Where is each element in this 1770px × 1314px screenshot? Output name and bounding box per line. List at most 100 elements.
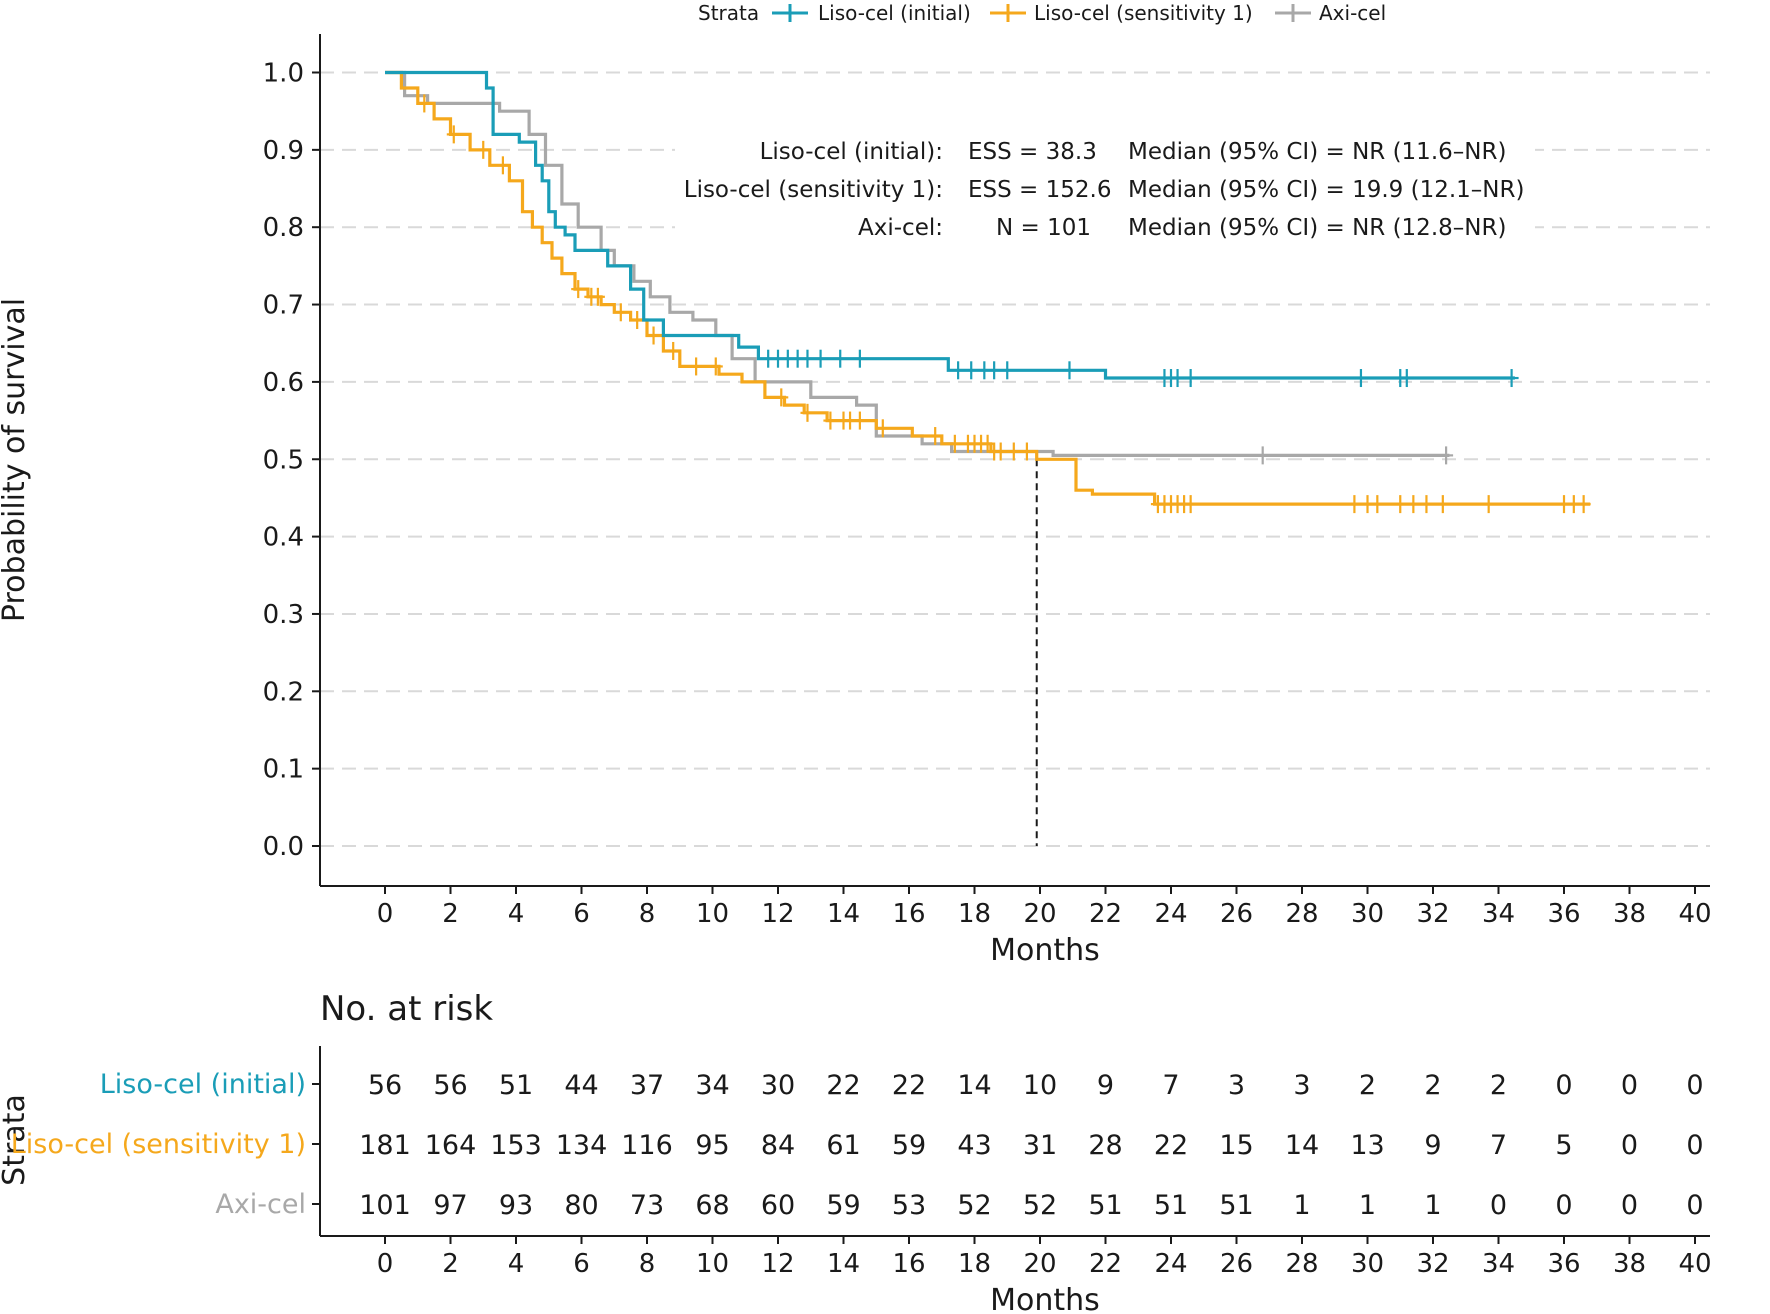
risk-cell: 51 [1219, 1190, 1253, 1221]
risk-x-tick-label: 4 [508, 1249, 525, 1279]
risk-cell: 0 [1621, 1070, 1638, 1101]
risk-cell: 0 [1621, 1130, 1638, 1161]
y-tick-label: 0.0 [263, 832, 304, 862]
risk-cell: 7 [1490, 1130, 1507, 1161]
annotation-block: Liso-cel (initial): ESS = 38.3 Median (9… [675, 125, 1535, 245]
risk-table-x-ticks: 0 2 4 6 8 10 12 14 16 18 20 22 24 26 28 30 32 34 36 38 40 [377, 1236, 1712, 1279]
x-tick-label: 24 [1154, 899, 1187, 929]
risk-cell: 0 [1490, 1190, 1507, 1221]
x-tick-label: 40 [1678, 899, 1711, 929]
x-tick-label: 2 [442, 899, 459, 929]
risk-table-title: No. at risk [320, 989, 493, 1029]
risk-x-tick-label: 18 [958, 1249, 991, 1279]
risk-row-label-initial: Liso-cel (initial) [100, 1069, 306, 1100]
annotation-median-2: Median (95% CI) = NR (12.8–NR) [1128, 215, 1506, 241]
risk-cell: 2 [1490, 1070, 1507, 1101]
y-tick-label: 0.1 [263, 755, 304, 785]
risk-cell: 9 [1424, 1130, 1441, 1161]
risk-table-strata-label: Strata [0, 1094, 32, 1186]
risk-cell: 14 [1285, 1130, 1319, 1161]
risk-cell: 84 [761, 1130, 795, 1161]
annotation-ess-1: ESS = 152.6 [968, 177, 1111, 203]
legend-label-liso-cel-sensitivity: Liso-cel (sensitivity 1) [1034, 1, 1253, 25]
x-tick-label: 34 [1482, 899, 1515, 929]
annotation-ess-2: N = 101 [996, 215, 1091, 241]
risk-cell: 1 [1359, 1190, 1376, 1221]
risk-x-tick-label: 12 [761, 1249, 794, 1279]
risk-cell: 116 [621, 1130, 673, 1161]
risk-cell: 13 [1350, 1130, 1384, 1161]
annotation-background [675, 125, 1535, 245]
risk-cell: 95 [695, 1130, 729, 1161]
y-tick-label: 0.5 [263, 445, 304, 475]
risk-cell: 10 [1023, 1070, 1057, 1101]
x-tick-label: 0 [377, 899, 394, 929]
risk-cell: 59 [892, 1130, 926, 1161]
x-tick-label: 22 [1089, 899, 1122, 929]
annotation-name-1: Liso-cel (sensitivity 1): [684, 177, 943, 203]
risk-row-label-sensitivity: Liso-cel (sensitivity 1) [11, 1129, 306, 1160]
x-tick-label: 18 [958, 899, 991, 929]
risk-cell: 80 [564, 1190, 598, 1221]
risk-x-tick-label: 30 [1351, 1249, 1384, 1279]
risk-cell: 44 [564, 1070, 598, 1101]
risk-cell: 0 [1686, 1070, 1703, 1101]
risk-cell: 97 [433, 1190, 467, 1221]
risk-cell: 5 [1555, 1130, 1572, 1161]
risk-x-tick-label: 20 [1023, 1249, 1056, 1279]
x-tick-label: 36 [1547, 899, 1580, 929]
risk-x-tick-label: 8 [639, 1249, 656, 1279]
risk-cell: 22 [1154, 1130, 1188, 1161]
risk-cell: 153 [490, 1130, 542, 1161]
risk-cell: 52 [1023, 1190, 1057, 1221]
legend-title: Strata [698, 1, 759, 25]
y-tick-label: 0.3 [263, 600, 304, 630]
risk-cell: 52 [957, 1190, 991, 1221]
risk-cell: 93 [499, 1190, 533, 1221]
x-tick-label: 6 [573, 899, 590, 929]
x-tick-label: 20 [1023, 899, 1056, 929]
y-tick-label: 0.7 [263, 291, 304, 321]
risk-x-tick-label: 14 [827, 1249, 860, 1279]
risk-cell: 30 [761, 1070, 795, 1101]
y-axis-label: Probability of survival [0, 298, 32, 622]
annotation-median-1: Median (95% CI) = 19.9 (12.1–NR) [1128, 177, 1524, 203]
x-tick-label: 32 [1416, 899, 1449, 929]
risk-cell: 164 [425, 1130, 477, 1161]
risk-cell: 51 [499, 1070, 533, 1101]
annotation-ess-0: ESS = 38.3 [968, 139, 1097, 165]
risk-cell: 68 [695, 1190, 729, 1221]
risk-x-tick-label: 2 [442, 1249, 459, 1279]
risk-cell: 22 [826, 1070, 860, 1101]
risk-cell: 61 [826, 1130, 860, 1161]
risk-cell: 101 [359, 1190, 411, 1221]
risk-cell: 0 [1686, 1190, 1703, 1221]
risk-cell: 56 [433, 1070, 467, 1101]
risk-cell: 2 [1424, 1070, 1441, 1101]
risk-cell: 34 [695, 1070, 729, 1101]
y-tick-label: 0.2 [263, 677, 304, 707]
risk-cell: 0 [1686, 1130, 1703, 1161]
risk-cell: 14 [957, 1070, 991, 1101]
legend: Strata Liso-cel (initial) Liso-cel (sens… [698, 1, 1386, 25]
x-tick-label: 4 [508, 899, 525, 929]
risk-x-tick-label: 26 [1220, 1249, 1253, 1279]
risk-cell: 31 [1023, 1130, 1057, 1161]
risk-cell: 9 [1097, 1070, 1114, 1101]
survival-curves [385, 70, 1591, 514]
risk-cell: 2 [1359, 1070, 1376, 1101]
risk-cell: 3 [1228, 1070, 1245, 1101]
legend-label-axi-cel: Axi-cel [1319, 1, 1386, 25]
risk-cell: 1 [1293, 1190, 1310, 1221]
risk-cell: 15 [1219, 1130, 1253, 1161]
risk-cell: 53 [892, 1190, 926, 1221]
risk-cell: 51 [1088, 1190, 1122, 1221]
x-tick-label: 30 [1351, 899, 1384, 929]
y-tick-label: 1.0 [263, 59, 304, 89]
risk-x-tick-label: 40 [1678, 1249, 1711, 1279]
risk-cell: 0 [1621, 1190, 1638, 1221]
risk-x-tick-label: 24 [1154, 1249, 1187, 1279]
curve-initial [385, 70, 1515, 380]
x-axis-label: Months [990, 933, 1100, 968]
